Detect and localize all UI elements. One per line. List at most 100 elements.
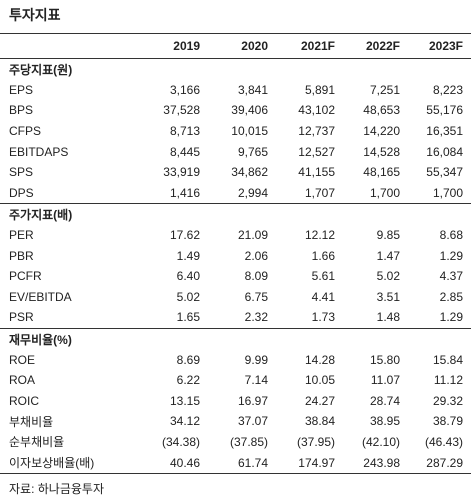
cell-value: 13.15: [169, 393, 200, 408]
cell-value: 9,765: [237, 144, 268, 159]
cell-value: 21.09: [237, 228, 268, 243]
cell-value: 8,445: [169, 144, 200, 159]
section-row: 재무비율(%): [0, 328, 471, 349]
section: 주가지표(배) PER 17.62 21.09 12.12 9.85 8.68 PBR 1.49…: [0, 203, 471, 329]
cell-value: 243.98: [363, 455, 400, 470]
row-label: EBITDAPS: [9, 144, 69, 159]
year-header: 2019: [173, 39, 200, 53]
row-label: PER: [9, 228, 34, 243]
data-row: EPS 3,166 3,841 5,891 7,251 8,223: [0, 80, 471, 101]
cell-value: 9.99: [244, 352, 268, 367]
cell-value: 1.65: [176, 310, 200, 325]
data-row: EBITDAPS 8,445 9,765 12,527 14,528 16,084: [0, 141, 471, 162]
cell-value: 1.29: [439, 248, 463, 263]
data-row: SPS 33,919 34,862 41,155 48,165 55,347: [0, 162, 471, 183]
cell-value: 48,653: [363, 103, 400, 118]
cell-value: 38.95: [369, 414, 400, 429]
section: 주당지표(원) EPS 3,166 3,841 5,891 7,251 8,223 BPS 37…: [0, 59, 471, 204]
section-title: 재무비율(%): [9, 332, 72, 347]
cell-value: 34.12: [169, 414, 200, 429]
cell-value: (34.38): [161, 434, 200, 449]
cell-value: 8,713: [169, 124, 200, 139]
source: 자료: 하나금융투자: [9, 482, 104, 496]
cell-value: 1.66: [311, 248, 335, 263]
cell-value: 5.61: [311, 269, 335, 284]
cell-value: 174.97: [298, 455, 335, 470]
header-blank: [0, 34, 140, 59]
cell-value: 16.97: [237, 393, 268, 408]
row-label: ROIC: [9, 393, 39, 408]
cell-value: 8.09: [244, 269, 268, 284]
cell-value: 14,528: [363, 144, 400, 159]
cell-value: (37.95): [296, 434, 335, 449]
row-label: ROE: [9, 352, 36, 367]
row-label: BPS: [9, 103, 34, 118]
data-row: ROIC 13.15 16.97 24.27 28.74 29.32: [0, 391, 471, 412]
cell-value: 5.02: [376, 269, 400, 284]
data-row: 이자보상배율(배) 40.46 61.74 174.97 243.98 287.29: [0, 452, 471, 474]
cell-value: 12,527: [298, 144, 335, 159]
cell-value: 1.48: [376, 310, 400, 325]
row-label: 이자보상배율(배): [9, 456, 95, 471]
cell-value: 38.79: [432, 414, 463, 429]
section-row: 주가지표(배): [0, 203, 471, 225]
row-label: DPS: [9, 185, 34, 200]
cell-value: 37.07: [237, 414, 268, 429]
cell-value: 1,700: [369, 185, 400, 200]
cell-value: 11.07: [370, 373, 400, 388]
cell-value: (42.10): [361, 434, 400, 449]
header-row: 2019 2020 2021F 2022F 2023F: [0, 33, 471, 59]
cell-value: 5,891: [304, 82, 335, 97]
cell-value: 1.47: [376, 248, 400, 263]
cell-value: 287.29: [426, 455, 463, 470]
cell-value: 4.37: [439, 269, 463, 284]
section: 재무비율(%) ROE 8.69 9.99 14.28 15.80 15.84 ROA 6.22…: [0, 328, 471, 474]
cell-value: 8.69: [176, 352, 200, 367]
cell-value: 16,351: [426, 124, 463, 139]
cell-value: 39,406: [231, 103, 268, 118]
cell-value: 3,166: [169, 82, 200, 97]
year-header: 2021F: [300, 39, 335, 53]
row-label: PBR: [9, 248, 34, 263]
cell-value: 24.27: [304, 393, 335, 408]
cell-value: 28.74: [369, 393, 400, 408]
cell-value: 12.12: [304, 228, 335, 243]
cell-value: 3.51: [376, 289, 400, 304]
cell-value: 38.84: [304, 414, 335, 429]
cell-value: 14,220: [363, 124, 400, 139]
cell-value: 40.46: [169, 455, 200, 470]
data-row: 부채비율 34.12 37.07 38.84 38.95 38.79: [0, 411, 471, 432]
section-row: 주당지표(원): [0, 59, 471, 80]
data-row: 순부채비율 (34.38) (37.85) (37.95) (42.10) (46.43): [0, 432, 471, 453]
row-label: ROA: [9, 373, 36, 388]
year-header: 2020: [241, 39, 268, 53]
cell-value: 7.14: [244, 373, 268, 388]
cell-value: 2.85: [439, 289, 463, 304]
cell-value: 29.32: [432, 393, 463, 408]
cell-value: 55,176: [426, 103, 463, 118]
row-label: EPS: [9, 82, 34, 97]
cell-value: 1.29: [439, 310, 463, 325]
cell-value: 55,347: [426, 165, 463, 180]
data-row: DPS 1,416 2,994 1,707 1,700 1,700: [0, 183, 471, 204]
cell-value: 61.74: [237, 455, 268, 470]
cell-value: 10,015: [231, 124, 268, 139]
cell-value: 37,528: [163, 103, 200, 118]
row-label: PCFR: [9, 269, 42, 284]
data-row: PCFR 6.40 8.09 5.61 5.02 4.37: [0, 266, 471, 287]
cell-value: 1,700: [432, 185, 463, 200]
year-header: 2023F: [428, 39, 463, 53]
cell-value: 17.62: [169, 228, 200, 243]
cell-value: 8.68: [439, 228, 463, 243]
row-label: CFPS: [9, 124, 42, 139]
data-row: CFPS 8,713 10,015 12,737 14,220 16,351: [0, 121, 471, 142]
cell-value: 1.73: [311, 310, 335, 325]
cell-value: 15.80: [369, 352, 400, 367]
section-title: 주당지표(원): [9, 62, 73, 77]
cell-value: (37.85): [229, 434, 268, 449]
cell-value: 4.41: [311, 289, 335, 304]
cell-value: 34,862: [231, 165, 268, 180]
row-label: 부채비율: [9, 414, 54, 429]
data-row: PSR 1.65 2.32 1.73 1.48 1.29: [0, 307, 471, 328]
